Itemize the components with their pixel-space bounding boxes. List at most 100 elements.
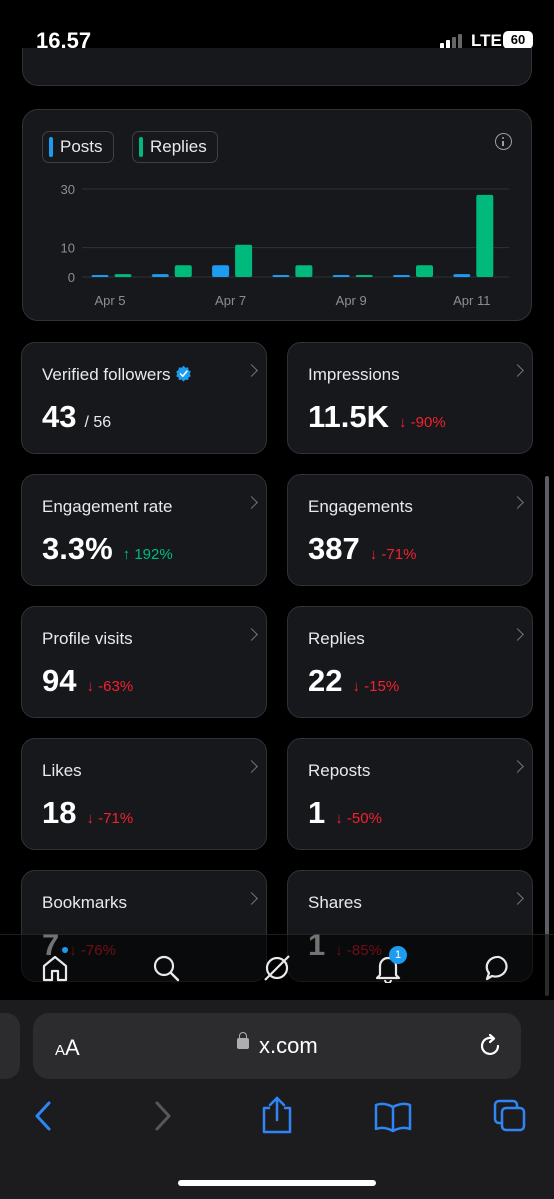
stat-label: Replies	[308, 629, 365, 648]
chevron-right-icon	[245, 760, 258, 773]
stat-label: Impressions	[308, 365, 400, 384]
stat-value: 11.5K	[308, 399, 390, 434]
bar-replies-apr-8[interactable]	[295, 265, 313, 277]
url-text[interactable]: x.com	[259, 1033, 318, 1058]
stat-label: Engagement rate	[42, 497, 173, 516]
stat-label: Engagements	[308, 497, 413, 516]
stat-value-row: 11.5K ↓ -90%	[308, 399, 446, 435]
previous-tab-preview[interactable]	[0, 1013, 20, 1079]
stat-label: Shares	[308, 893, 362, 912]
home-icon[interactable]	[40, 953, 70, 983]
bar-replies-apr-5[interactable]	[114, 274, 132, 277]
legend-replies-button[interactable]: Replies	[132, 131, 218, 163]
x-tick-label: Apr 5	[94, 293, 125, 308]
stat-change: ↓ -90%	[399, 414, 446, 431]
chevron-right-icon	[245, 892, 258, 905]
stat-change: ↓ -15%	[352, 678, 400, 695]
bar-posts-apr-5[interactable]	[91, 275, 109, 277]
forward-icon[interactable]	[150, 1098, 176, 1134]
stat-label: Profile visits	[42, 629, 133, 648]
verified-badge-icon	[175, 365, 191, 382]
scrollbar[interactable]	[545, 476, 549, 996]
back-icon[interactable]	[30, 1098, 56, 1134]
search-icon[interactable]	[151, 953, 181, 983]
home-indicator	[178, 1180, 376, 1186]
bar-posts-apr-7[interactable]	[212, 265, 230, 277]
text-size-button[interactable]: AA	[55, 1035, 80, 1060]
reload-icon[interactable]	[477, 1033, 503, 1059]
stat-card-reposts[interactable]: Reposts 1 ↓ -50%	[287, 738, 533, 850]
y-tick-label: 0	[68, 270, 75, 285]
chevron-right-icon	[511, 364, 524, 377]
chevron-right-icon	[511, 496, 524, 509]
bar-posts-apr-10[interactable]	[393, 275, 410, 277]
stat-value-row: 1 ↓ -50%	[308, 795, 382, 831]
bar-posts-apr-6[interactable]	[151, 274, 169, 277]
bar-posts-apr-8[interactable]	[272, 275, 290, 277]
stat-card-replies[interactable]: Replies 22 ↓ -15%	[287, 606, 533, 718]
stat-value: 3.3%	[42, 531, 113, 566]
stat-card-verified-followers[interactable]: Verified followers 43 / 56	[21, 342, 267, 454]
stat-value-row: 18 ↓ -71%	[42, 795, 133, 831]
stat-change: ↓ -63%	[86, 678, 134, 695]
stat-card-profile-visits[interactable]: Profile visits 94 ↓ -63%	[21, 606, 267, 718]
stat-value: 18	[42, 795, 77, 830]
stat-value: 43	[42, 399, 77, 434]
bar-replies-apr-7[interactable]	[235, 244, 253, 277]
notification-count-badge: 1	[389, 946, 407, 964]
stat-value-row: 22 ↓ -15%	[308, 663, 399, 699]
stat-label: Bookmarks	[42, 893, 128, 912]
bar-replies-apr-6[interactable]	[174, 265, 192, 277]
x-tick-label: Apr 9	[336, 293, 367, 308]
signal-icon	[440, 31, 462, 49]
stat-value: 387	[308, 531, 360, 566]
messages-icon[interactable]	[484, 953, 514, 983]
bar-posts-apr-11[interactable]	[453, 274, 471, 277]
stat-change: ↑ 192%	[122, 546, 173, 563]
battery-indicator: 60	[503, 31, 533, 49]
bar-posts-apr-9[interactable]	[332, 275, 350, 277]
legend-replies-label: Replies	[150, 137, 207, 156]
legend-posts-button[interactable]: Posts	[42, 131, 114, 163]
stat-change: ↓ -71%	[86, 810, 134, 827]
address-bar[interactable]: AA x.com	[33, 1013, 521, 1079]
stat-value-row: 43 / 56	[42, 399, 111, 435]
stat-total: / 56	[84, 414, 112, 431]
share-icon[interactable]	[259, 1094, 295, 1136]
bookmarks-icon[interactable]	[373, 1100, 413, 1134]
bar-replies-apr-9[interactable]	[355, 275, 373, 277]
chevron-right-icon	[511, 760, 524, 773]
stat-card-impressions[interactable]: Impressions 11.5K ↓ -90%	[287, 342, 533, 454]
previous-card-bottom	[22, 48, 532, 86]
x-tick-label: Apr 7	[215, 293, 246, 308]
chevron-right-icon	[245, 628, 258, 641]
lock-icon	[237, 1032, 249, 1049]
home-unread-dot	[62, 947, 68, 953]
stat-change: ↓ -71%	[369, 546, 417, 563]
chevron-right-icon	[511, 892, 524, 905]
stat-value-row: 94 ↓ -63%	[42, 663, 133, 699]
legend-posts-label: Posts	[60, 137, 103, 156]
chevron-right-icon	[245, 364, 258, 377]
info-icon[interactable]	[495, 133, 512, 150]
chevron-right-icon	[245, 496, 258, 509]
stat-card-engagements[interactable]: Engagements 387 ↓ -71%	[287, 474, 533, 586]
bar-replies-apr-10[interactable]	[416, 265, 433, 277]
grok-icon[interactable]	[262, 953, 292, 983]
stat-value: 1	[308, 795, 326, 830]
bar-chart: 0 10 30 Apr 5 Apr 7 Apr 9 Apr 11	[61, 182, 509, 308]
posts-swatch	[49, 137, 53, 157]
stat-value: 22	[308, 663, 343, 698]
y-tick-label: 10	[61, 241, 75, 256]
replies-swatch	[139, 137, 143, 157]
tabs-icon[interactable]	[492, 1098, 528, 1134]
stat-label: Likes	[42, 761, 82, 780]
bottom-navigation	[0, 934, 554, 1002]
stat-card-likes[interactable]: Likes 18 ↓ -71%	[21, 738, 267, 850]
stat-change: ↓ -50%	[335, 810, 382, 827]
stat-label: Reposts	[308, 761, 371, 780]
x-tick-label: Apr 11	[453, 293, 490, 308]
bar-replies-apr-11[interactable]	[476, 194, 494, 277]
stat-card-engagement-rate[interactable]: Engagement rate 3.3% ↑ 192%	[21, 474, 267, 586]
activity-chart-card: Posts Replies 0 10 30 Apr 5 Apr 7 Apr 9 Apr 11	[22, 109, 532, 321]
